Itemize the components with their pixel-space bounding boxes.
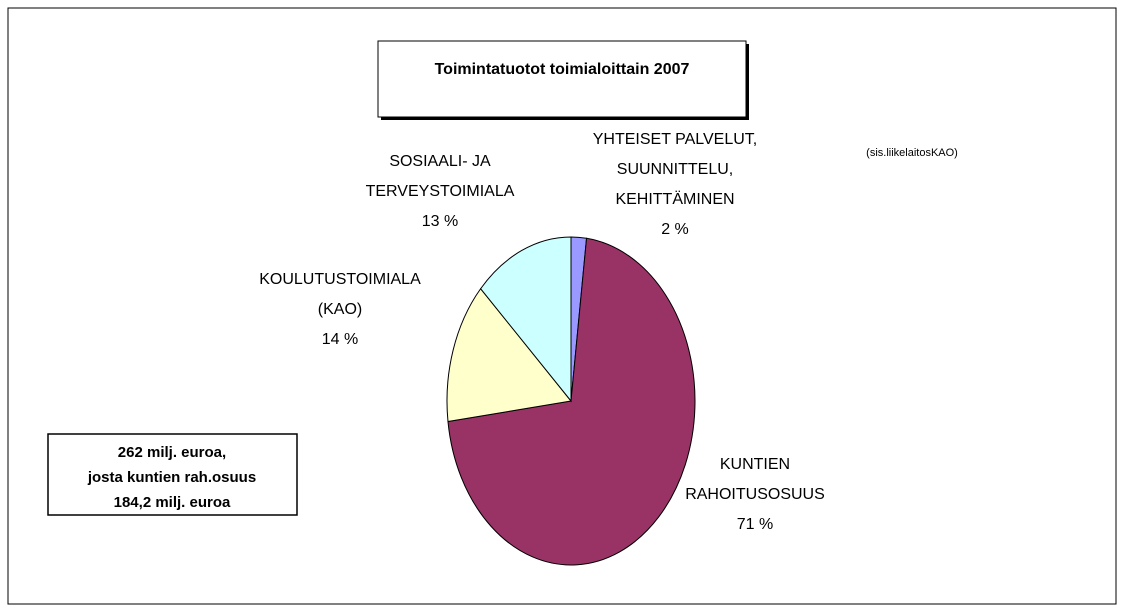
note: (sis.liikelaitosKAO) [866,147,958,159]
slice-label: RAHOITUSOSUUS [685,486,825,503]
slice-value-label: 14 % [322,331,358,348]
slice-label: (KAO) [318,301,362,318]
slice-label: KUNTIEN [720,456,790,473]
info-line: josta kuntien rah.osuus [87,469,256,486]
slice-label: SUUNNITTELU, [617,161,733,178]
slice-value-label: 13 % [422,213,458,230]
info-line: 262 milj. euroa, [118,444,226,461]
info-box [47,433,298,516]
slice-label: SOSIAALI- JA [389,153,491,170]
info-line: 184,2 milj. euroa [114,494,231,511]
slice-label: YHTEISET PALVELUT, [593,131,758,148]
pie-slice [479,236,572,403]
slice-label: KEHITTÄMINEN [615,190,734,208]
slice-label: TERVEYSTOIMIALA [366,183,515,200]
slice-label: KOULUTUSTOIMIALA [259,271,421,288]
chart-title: Toimintatuotot toimialoittain 2007 [435,61,690,78]
title-box [377,40,747,118]
slice-value-label: 71 % [737,516,773,533]
slice-value-label: 2 % [661,221,689,238]
pie-slice [446,287,572,423]
